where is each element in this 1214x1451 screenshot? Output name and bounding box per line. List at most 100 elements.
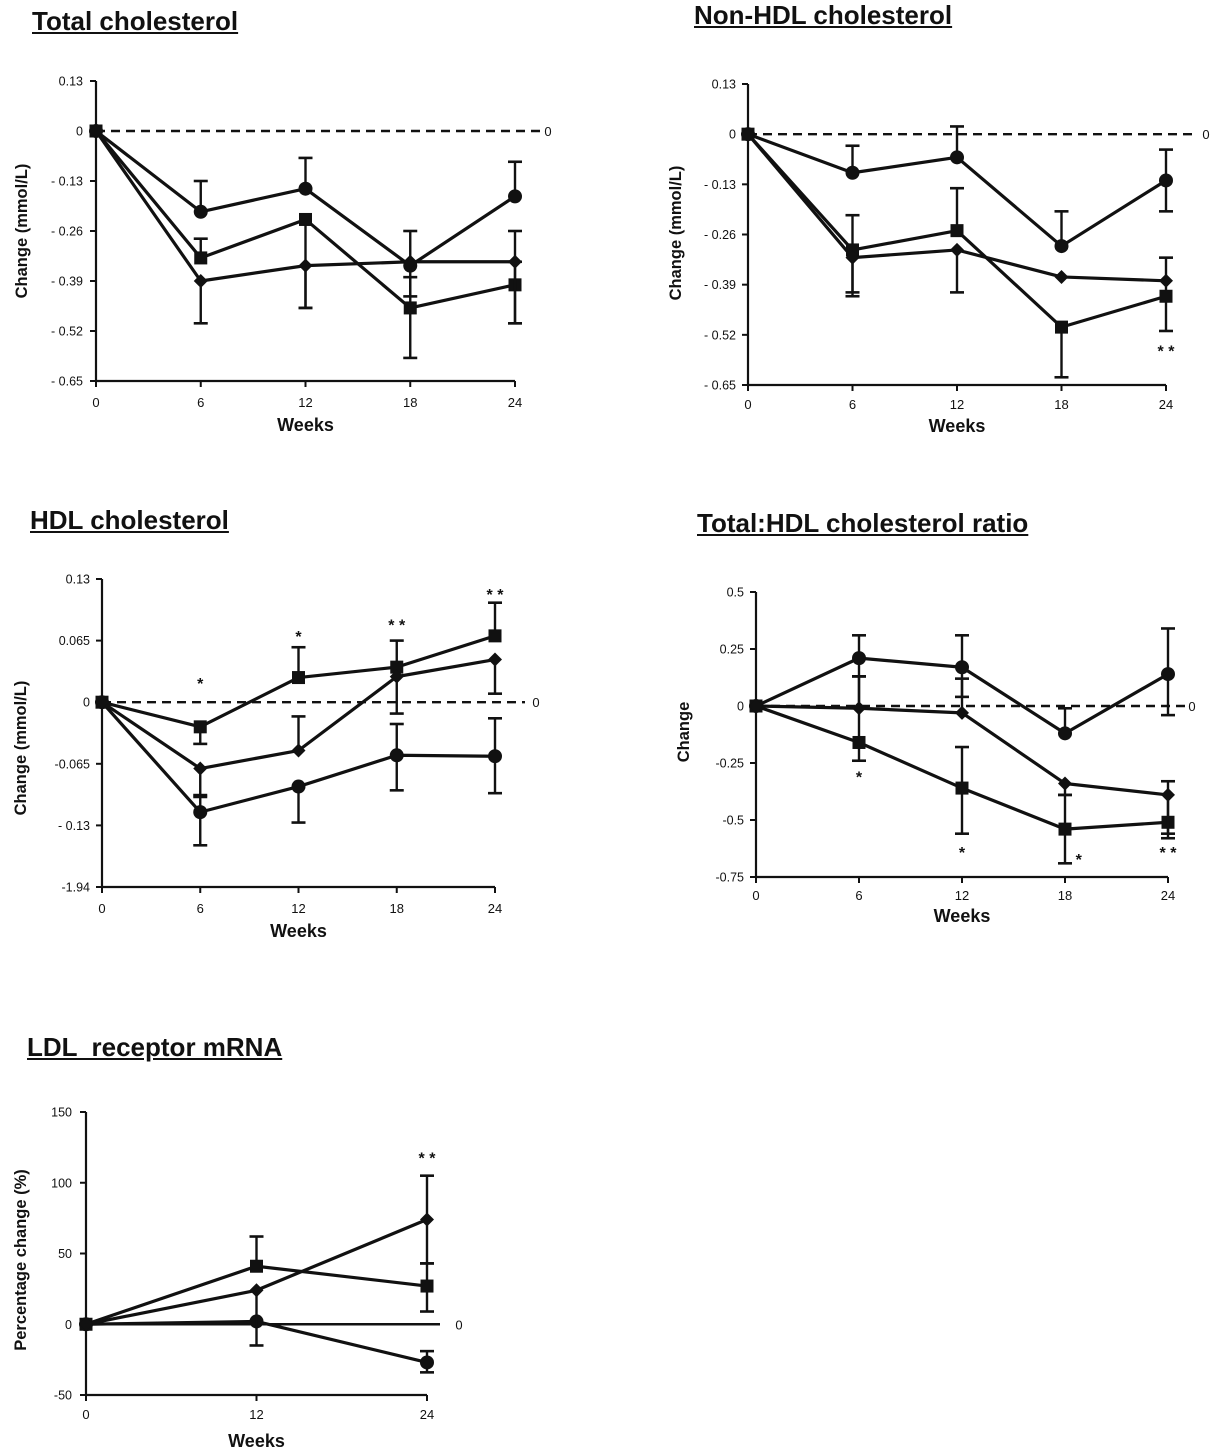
x-tick-label: 0	[92, 395, 99, 410]
zero-reference-label: 0	[1202, 127, 1209, 142]
y-tick-label: 0	[76, 125, 83, 139]
chart-1: 0.13 0 - 0.13 - 0.26 - 0.39 - 0.52 - 0.65 0 6 12 1…	[667, 78, 1210, 437]
data-point-diamond	[249, 1283, 264, 1298]
x-axis-label: Weeks	[270, 921, 327, 941]
data-point-diamond	[950, 242, 964, 257]
y-tick-label: - 0.26	[51, 225, 83, 239]
y-tick-label: - 0.65	[704, 379, 736, 393]
y-tick-label: - 0.39	[704, 278, 736, 292]
x-tick-label: 0	[752, 888, 759, 903]
data-point-circle	[1161, 667, 1175, 682]
y-tick-label: - 0.26	[704, 228, 736, 242]
x-tick-label: 24	[488, 901, 502, 916]
zero-reference-label: 0	[455, 1317, 462, 1332]
x-tick-label: 24	[1161, 888, 1175, 903]
data-point-square	[292, 671, 305, 685]
x-tick-label: 12	[298, 395, 312, 410]
data-point-circle	[193, 204, 208, 219]
significance-marker: * *	[1160, 845, 1178, 862]
data-point-circle	[193, 805, 208, 820]
y-axis-label: Change (mmol/L)	[12, 681, 30, 816]
y-tick-label: - 0.13	[51, 175, 83, 189]
y-tick-label: 0.13	[66, 573, 90, 587]
y-tick-label: 50	[58, 1247, 72, 1261]
data-point-diamond	[741, 127, 755, 142]
x-axis-label: Weeks	[277, 415, 334, 435]
y-tick-label: - 0.39	[51, 275, 83, 289]
data-point-circle	[1159, 173, 1173, 188]
data-point-diamond	[749, 699, 763, 713]
data-point-diamond	[420, 1212, 434, 1227]
x-tick-label: 0	[744, 397, 751, 412]
x-axis-label: Weeks	[929, 416, 986, 436]
y-tick-label: 0.25	[720, 643, 744, 657]
data-point-square	[1055, 320, 1068, 334]
data-point-diamond	[845, 250, 860, 265]
data-point-diamond	[389, 669, 404, 684]
data-point-diamond	[852, 701, 866, 716]
y-tick-label: - 0.65	[51, 375, 83, 389]
zero-reference-label: 0	[544, 124, 551, 139]
chart-title: Total:HDL cholesterol ratio	[697, 508, 1029, 538]
x-axis-label: Weeks	[934, 906, 991, 926]
data-point-square	[852, 735, 866, 749]
x-tick-label: 6	[849, 397, 856, 412]
data-point-square	[950, 224, 964, 238]
y-tick-label: 150	[51, 1106, 72, 1120]
data-point-circle	[1058, 726, 1072, 741]
data-point-circle	[950, 150, 964, 165]
y-tick-label: 100	[51, 1176, 72, 1190]
x-tick-label: 24	[420, 1407, 434, 1422]
series-diamond	[89, 124, 522, 325]
x-tick-label: 0	[82, 1407, 89, 1422]
y-tick-label: - 0.52	[704, 328, 736, 342]
chart-2: 0.13 0.065 0 -0.065 - 0.13 -1.94 0 6 12 18 24 Weeks…	[12, 573, 540, 942]
y-tick-label: -0.75	[716, 871, 745, 885]
data-point-square	[488, 629, 502, 643]
significance-marker: *	[856, 770, 863, 787]
data-point-diamond	[1159, 273, 1173, 288]
data-point-diamond	[1161, 787, 1175, 802]
significance-marker: * *	[419, 1150, 437, 1167]
data-point-circle	[420, 1355, 434, 1370]
significance-marker: * *	[388, 617, 406, 634]
data-point-square	[1058, 822, 1072, 836]
y-tick-label: 0.5	[727, 586, 744, 600]
data-point-diamond	[403, 254, 418, 269]
x-tick-label: 12	[291, 901, 305, 916]
y-tick-label: 0	[737, 700, 744, 714]
x-axis-label: Weeks	[228, 1431, 285, 1451]
x-tick-label: 18	[390, 901, 404, 916]
significance-marker: *	[197, 676, 204, 693]
data-point-square	[250, 1259, 263, 1273]
data-point-square	[194, 251, 208, 265]
data-point-circle	[298, 181, 313, 196]
y-axis-label: Change	[675, 702, 693, 763]
x-tick-label: 6	[197, 395, 204, 410]
data-point-diamond	[193, 761, 208, 776]
y-axis-label: Change (mmol/L)	[667, 166, 685, 301]
y-tick-label: -0.5	[722, 814, 744, 828]
chart-title: LDL receptor mRNA	[27, 1032, 283, 1062]
data-point-diamond	[1058, 776, 1072, 791]
y-tick-label: -0.065	[55, 757, 90, 771]
data-point-diamond	[1054, 269, 1069, 284]
y-tick-label: -50	[54, 1389, 72, 1403]
data-point-diamond	[193, 274, 208, 288]
chart-title: Non-HDL cholesterol	[694, 0, 953, 30]
data-point-diamond	[89, 124, 103, 138]
data-point-circle	[488, 749, 502, 764]
data-point-square	[1159, 289, 1173, 303]
series-diamond	[95, 652, 502, 799]
y-axis-label: Percentage change (%)	[12, 1169, 30, 1351]
data-point-diamond	[291, 743, 306, 758]
series-square	[95, 601, 502, 746]
data-point-circle	[955, 660, 969, 675]
series-diamond	[741, 127, 1173, 298]
x-tick-label: 18	[1058, 888, 1072, 903]
data-point-circle	[389, 748, 404, 763]
y-tick-label: -0.25	[716, 757, 745, 771]
x-tick-label: 18	[403, 395, 417, 410]
data-point-diamond	[508, 254, 522, 269]
